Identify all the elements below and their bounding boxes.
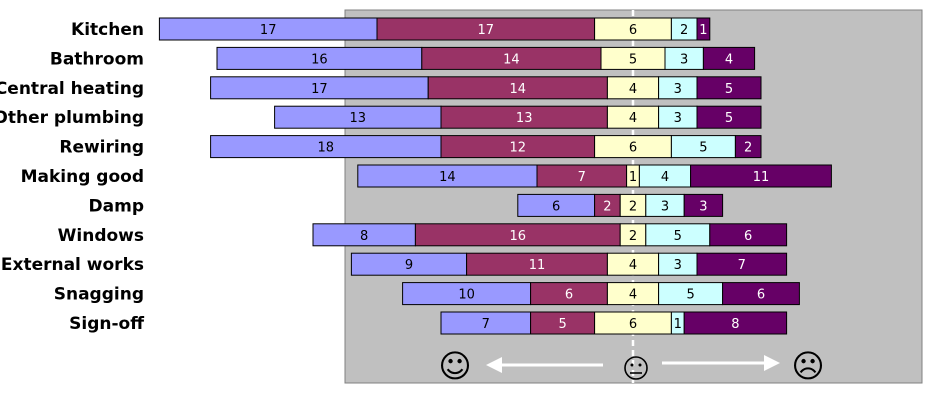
bar-segment — [690, 164, 832, 188]
data-label: 4 — [629, 111, 637, 126]
data-label: 2 — [629, 229, 637, 244]
data-label: 17 — [260, 23, 277, 38]
category-label: Sign-off — [69, 314, 144, 334]
smiley-happy-icon: ☺ — [438, 347, 471, 385]
bar-row-3: 13 13 4 3 5 — [274, 105, 762, 129]
category-label: Other plumbing — [0, 108, 144, 128]
data-label: 3 — [661, 199, 669, 214]
data-label: 5 — [674, 229, 682, 244]
data-label: 6 — [629, 141, 637, 156]
data-label: 11 — [529, 258, 546, 273]
scale-indicator: ☺ ☹ — [438, 347, 824, 385]
bars: 17 17 6 2 116 14 5 3 417 14 4 3 513 13 4 3 518 12 6 5 214 7 1 4… — [158, 17, 832, 335]
data-label: 5 — [699, 141, 707, 156]
data-label: 8 — [731, 317, 739, 332]
data-label: 2 — [744, 141, 752, 156]
data-label: 6 — [744, 229, 752, 244]
bar-row-6: 6 2 2 3 3 — [517, 193, 724, 217]
data-label: 4 — [629, 258, 637, 273]
data-label: 1 — [674, 317, 682, 332]
data-label: 2 — [629, 199, 637, 214]
data-label: 8 — [360, 229, 368, 244]
category-label: Kitchen — [71, 20, 144, 40]
data-label: 4 — [629, 82, 637, 97]
bar-segment — [734, 135, 762, 159]
data-label: 16 — [510, 229, 527, 244]
category-label: Windows — [58, 226, 144, 246]
bar-row-8: 9 11 4 3 7 — [350, 252, 788, 276]
bar-segment — [683, 311, 788, 335]
data-label: 4 — [629, 288, 637, 303]
data-label: 13 — [350, 111, 367, 126]
bar-row-7: 8 16 2 5 6 — [312, 223, 788, 247]
data-label: 1 — [699, 23, 707, 38]
data-label: 6 — [629, 317, 637, 332]
data-label: 14 — [439, 170, 456, 185]
category-label: Damp — [89, 196, 144, 216]
category-label: Snagging — [54, 285, 144, 305]
bar-row-4: 18 12 6 5 2 — [210, 135, 762, 159]
data-label: 14 — [503, 52, 520, 67]
data-label: 1 — [629, 170, 637, 185]
data-label: 12 — [510, 141, 527, 156]
data-label: 18 — [318, 141, 335, 156]
data-label: 6 — [757, 288, 765, 303]
bar-row-2: 17 14 4 3 5 — [210, 76, 762, 100]
bar-segment — [696, 105, 762, 129]
category-label: Central heating — [0, 79, 144, 99]
data-label: 7 — [578, 170, 586, 185]
category-label: External works — [1, 255, 144, 275]
bar-segment — [709, 223, 788, 247]
data-label: 14 — [510, 82, 527, 97]
data-label: 3 — [699, 199, 707, 214]
category-label: Making good — [21, 167, 144, 187]
data-label: 17 — [311, 82, 328, 97]
data-label: 2 — [603, 199, 611, 214]
data-label: 11 — [753, 170, 770, 185]
data-label: 3 — [674, 111, 682, 126]
bar-segment — [696, 76, 762, 100]
bar-row-0: 17 17 6 2 1 — [158, 17, 711, 41]
data-label: 3 — [680, 52, 688, 67]
category-label: Bathroom — [50, 49, 144, 69]
bar-segment — [696, 252, 788, 276]
data-label: 4 — [661, 170, 669, 185]
data-label: 3 — [674, 82, 682, 97]
data-label: 5 — [725, 82, 733, 97]
bar-row-10: 7 5 6 1 8 — [440, 311, 788, 335]
data-label: 6 — [552, 199, 560, 214]
smiley-neutral-icon — [624, 356, 648, 380]
bar-segment — [696, 17, 711, 41]
bar-segment — [683, 193, 724, 217]
bar-row-5: 14 7 1 4 11 — [357, 164, 832, 188]
data-label: 10 — [458, 288, 475, 303]
bar-segment — [722, 282, 800, 306]
data-label: 4 — [725, 52, 733, 67]
data-label: 9 — [405, 258, 413, 273]
data-label: 13 — [516, 111, 533, 126]
category-labels: Kitchen Bathroom Central heating Other plum… — [0, 20, 144, 334]
data-label: 6 — [629, 23, 637, 38]
data-label: 7 — [482, 317, 490, 332]
arrow-right-head — [764, 355, 780, 371]
bar-segment — [702, 46, 756, 70]
data-label: 17 — [478, 23, 495, 38]
data-label: 7 — [738, 258, 746, 273]
data-label: 5 — [725, 111, 733, 126]
data-label: 6 — [565, 288, 573, 303]
smiley-sad-icon: ☹ — [791, 347, 824, 385]
category-label: Rewiring — [59, 138, 144, 158]
data-label: 5 — [629, 52, 637, 67]
data-label: 3 — [674, 258, 682, 273]
data-label: 5 — [686, 288, 694, 303]
arrow-left-head — [486, 357, 502, 373]
data-label: 16 — [311, 52, 328, 67]
data-label: 2 — [680, 23, 688, 38]
bar-row-1: 16 14 5 3 4 — [216, 46, 756, 70]
bar-row-9: 10 6 4 5 6 — [402, 282, 800, 306]
data-label: 5 — [558, 317, 566, 332]
